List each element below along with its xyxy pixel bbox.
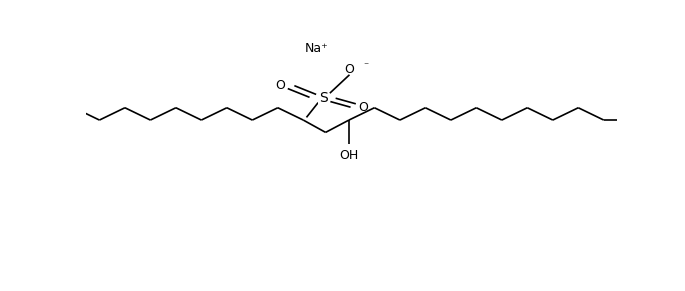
Text: O: O (275, 79, 286, 92)
Text: S: S (319, 91, 328, 105)
Text: O: O (358, 101, 368, 114)
Text: ⁻: ⁻ (363, 62, 369, 72)
Text: O: O (344, 63, 353, 76)
Text: OH: OH (339, 149, 358, 162)
Text: Na⁺: Na⁺ (305, 42, 328, 55)
